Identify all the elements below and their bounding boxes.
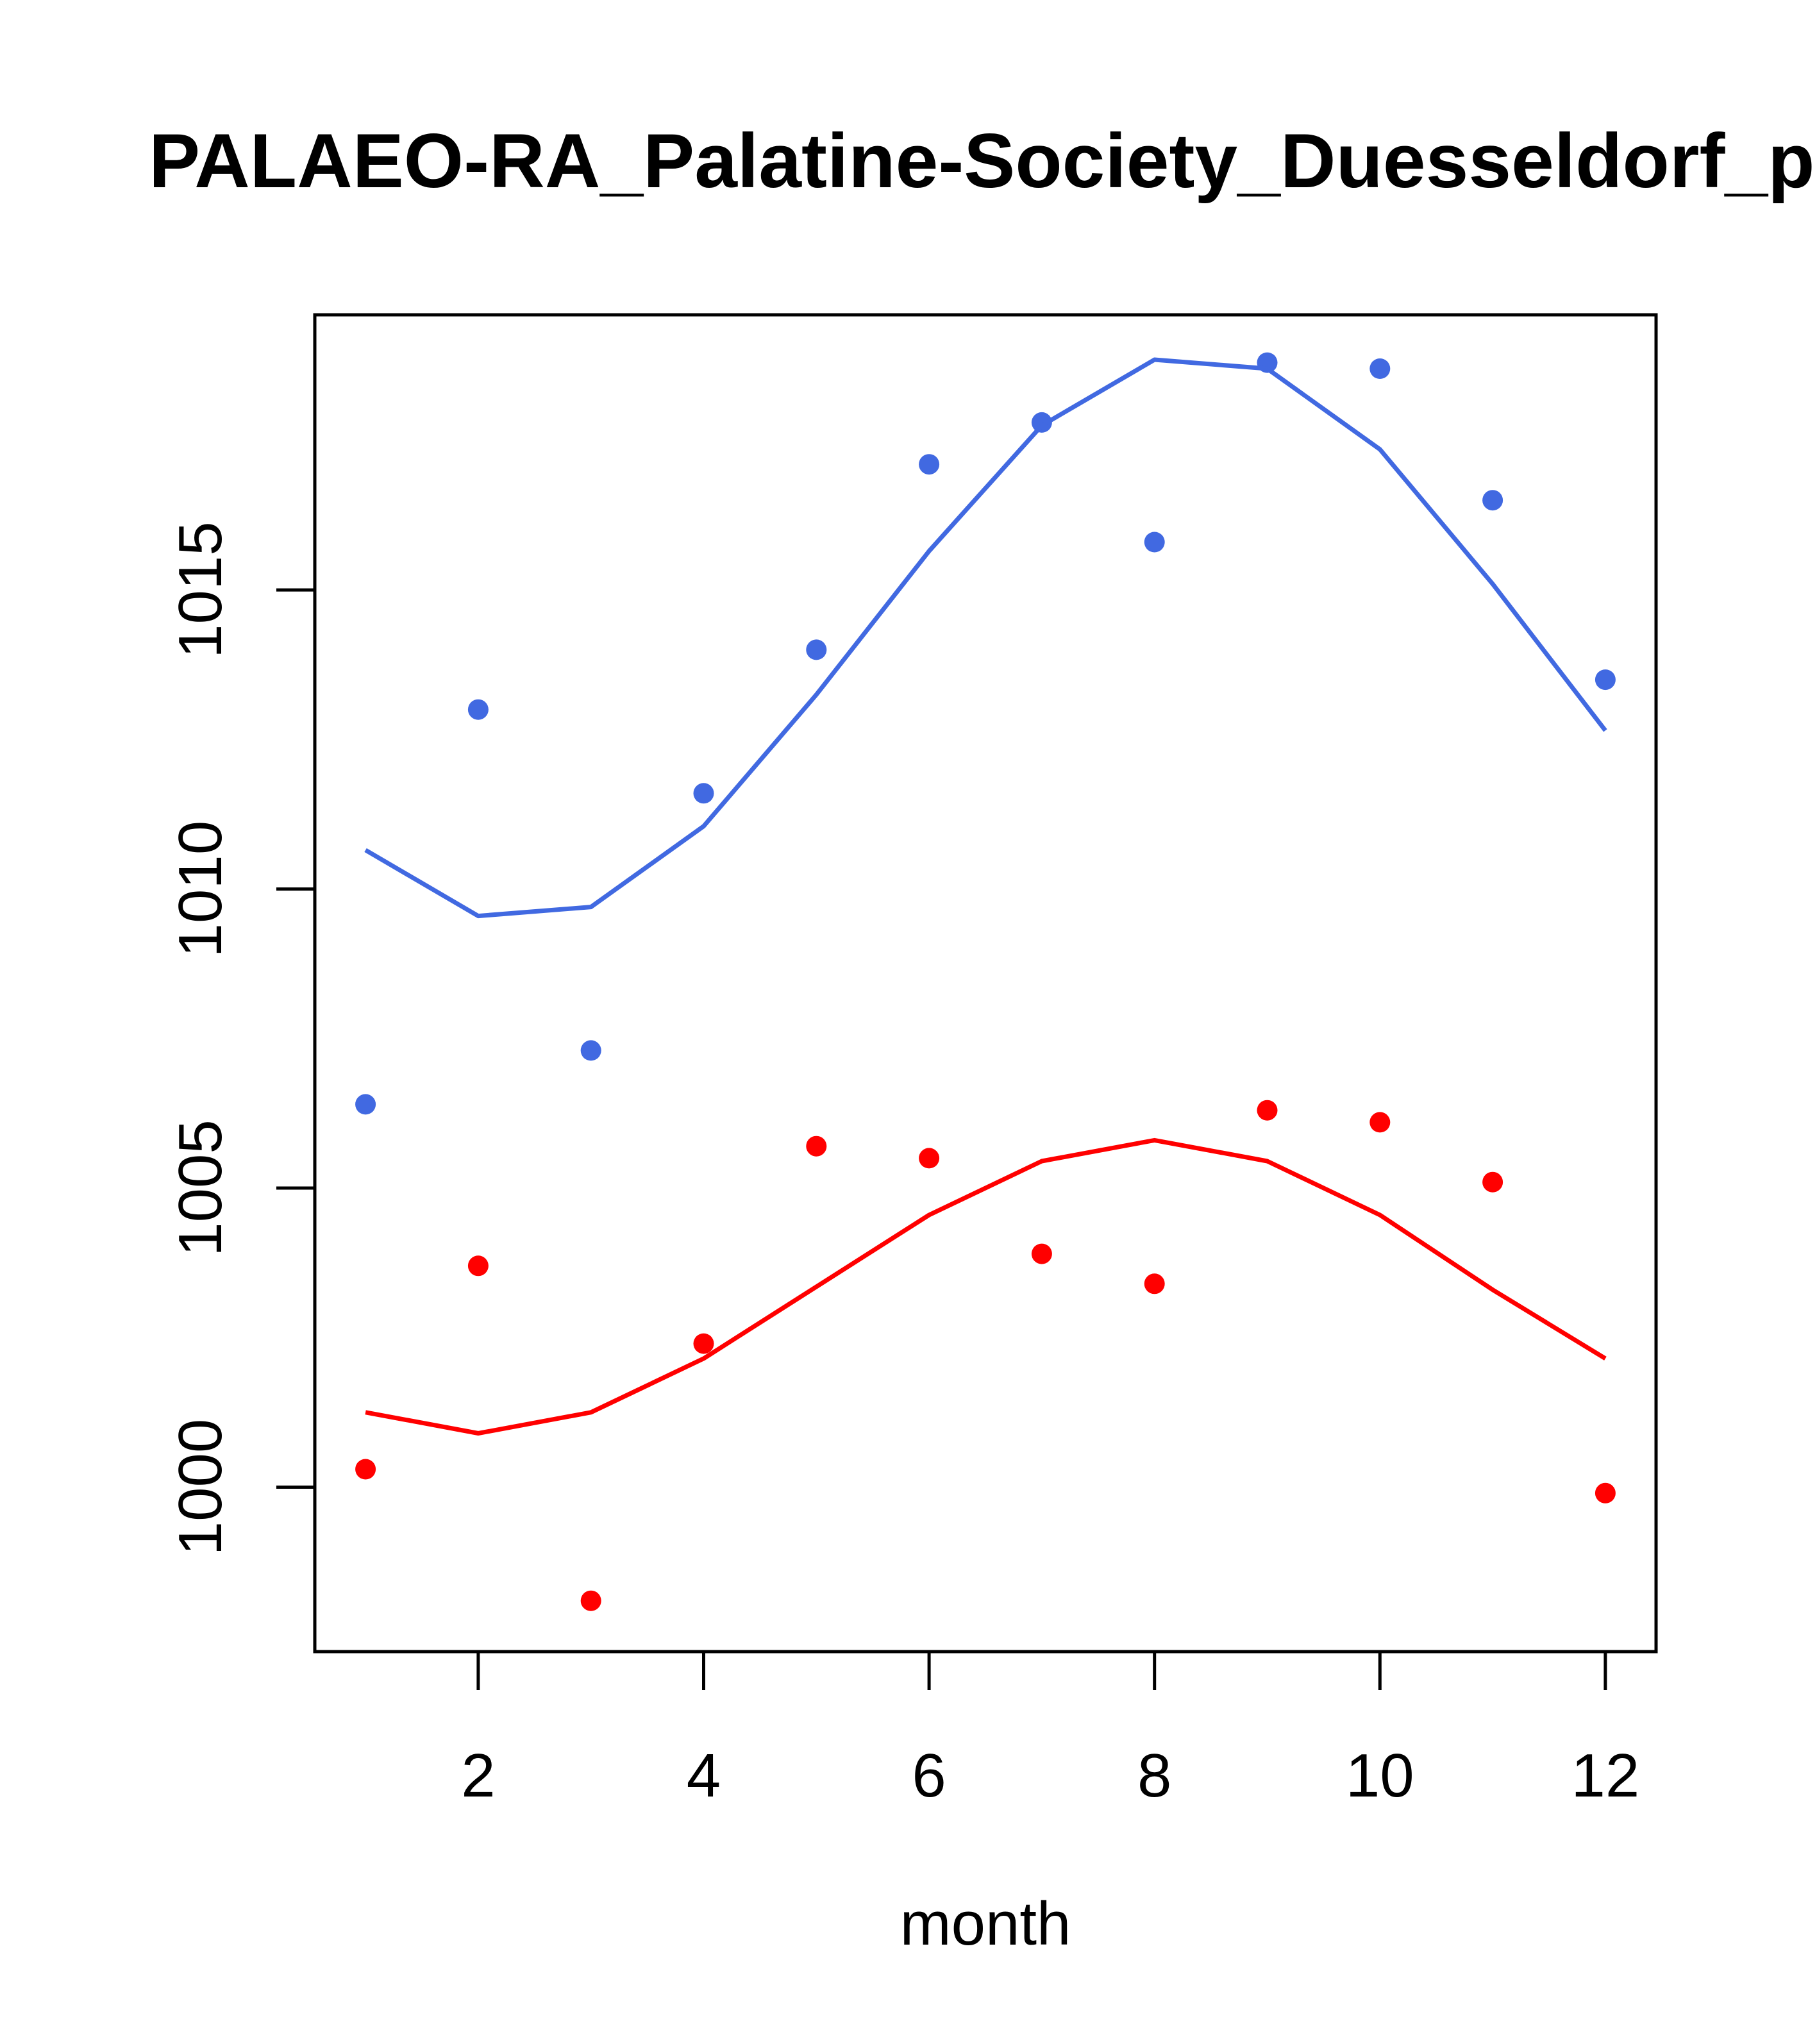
red-point: [693, 1333, 714, 1354]
red-point: [1482, 1171, 1503, 1193]
y-axis: 1000 1005 1010 1015: [166, 521, 315, 1555]
red-point: [580, 1590, 601, 1611]
blue-point: [1369, 358, 1391, 379]
blue-point: [806, 639, 827, 660]
red-point: [1144, 1273, 1165, 1294]
blue-point: [580, 1040, 601, 1061]
y-tick-label: 1015: [166, 521, 235, 658]
y-tick-label: 1000: [166, 1419, 235, 1556]
chart-title: PALAEO-RA_Palatine-Society_Duesseldorf_p: [149, 118, 1814, 204]
blue-point: [693, 783, 714, 804]
x-tick-label: 4: [687, 1741, 721, 1810]
x-axis: 2 4 6 8 10 12: [461, 1652, 1639, 1810]
blue-line: [364, 357, 1607, 919]
red-point: [919, 1148, 940, 1169]
x-tick-label: 8: [1137, 1741, 1171, 1810]
blue-point: [467, 699, 489, 720]
red-point: [1595, 1482, 1616, 1504]
blue-point: [1031, 412, 1052, 433]
red-point: [806, 1135, 827, 1157]
red-point: [1257, 1100, 1278, 1121]
blue-point: [1482, 490, 1503, 511]
x-tick-label: 6: [912, 1741, 946, 1810]
red-line: [365, 1137, 1607, 1436]
blue-point: [1144, 532, 1165, 553]
blue-point: [919, 454, 940, 475]
x-axis-label: month: [900, 1889, 1071, 1958]
blue-point: [1595, 669, 1616, 691]
x-tick-label: 12: [1571, 1741, 1640, 1810]
blue-point: [355, 1094, 376, 1115]
x-tick-label: 2: [461, 1741, 495, 1810]
plot-frame: [313, 313, 1658, 1654]
red-point: [1369, 1112, 1391, 1133]
red-point: [1031, 1243, 1052, 1264]
red-point: [467, 1255, 489, 1277]
red-point: [355, 1459, 376, 1480]
x-tick-label: 10: [1346, 1741, 1414, 1810]
y-tick-label: 1005: [166, 1119, 235, 1257]
series-layer: [355, 352, 1616, 1611]
y-tick-label: 1010: [166, 821, 235, 958]
